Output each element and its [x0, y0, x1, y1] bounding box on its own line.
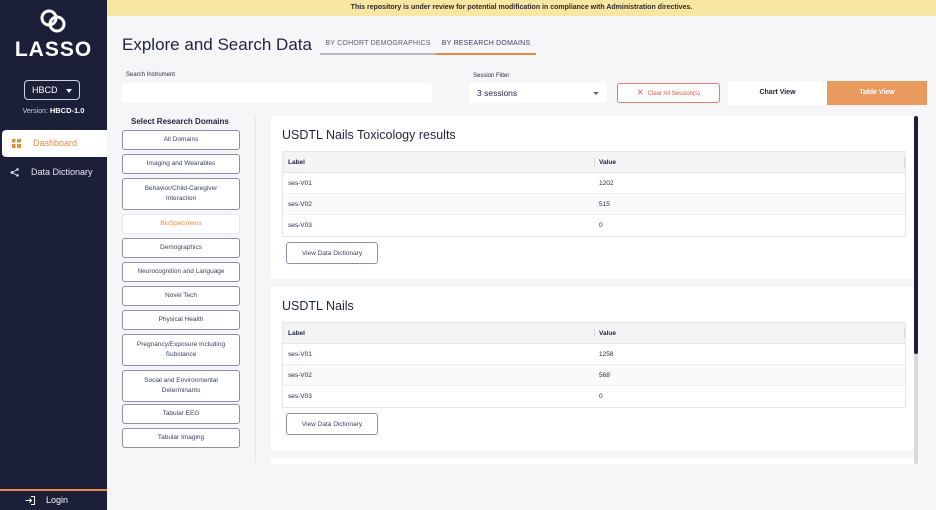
- domains-title: Select Research Domains: [131, 117, 229, 126]
- column-header-label[interactable]: Label: [288, 330, 305, 337]
- domain-biospecimens[interactable]: BioSpecimens: [122, 214, 240, 234]
- table-row: ses-V02 568: [283, 365, 905, 386]
- nav-label: Dashboard: [33, 138, 78, 148]
- domain-behavior-child-caregiver[interactable]: Behavior/Child-Caregiver Interaction: [122, 178, 240, 210]
- sidebar: LASSO HBCD Version: HBCD-1.0 Dashboard D…: [0, 0, 107, 510]
- domain-pregnancy-exposure[interactable]: Pregnancy/Exposure Including Substance: [122, 334, 240, 366]
- domain-tabular-eeg[interactable]: Tabular EEG: [122, 404, 240, 424]
- row-value: 0: [599, 222, 603, 229]
- study-select[interactable]: HBCD: [24, 80, 80, 100]
- row-label: ses-V02: [288, 372, 312, 379]
- row-label: ses-V01: [288, 180, 312, 187]
- view-data-dictionary-button[interactable]: View Data Dictionary: [286, 413, 378, 435]
- notice-banner: This repository is under review for pote…: [107, 0, 936, 16]
- table-row: ses-V01 1258: [283, 344, 905, 365]
- lasso-logo-icon: [40, 9, 66, 33]
- result-panel: USDTL Nails Label Value ses-V01 1258 ses…: [271, 287, 914, 450]
- version-label: Version:: [22, 108, 48, 115]
- column-header-value[interactable]: Value: [599, 159, 616, 166]
- results-scroll-area: USDTL Nails Toxicology results Label Val…: [271, 116, 920, 464]
- column-divider: [255, 116, 256, 462]
- domain-novel-tech[interactable]: Novel Tech: [122, 286, 240, 306]
- domain-all-domains[interactable]: All Domains: [122, 130, 240, 150]
- chart-view-button[interactable]: Chart View: [728, 81, 827, 105]
- domain-tabular-imaging[interactable]: Tabular Imaging: [122, 428, 240, 448]
- table-row: ses-V03 0: [283, 386, 905, 407]
- panel-title: USDTL Nails Toxicology results: [282, 128, 456, 142]
- domain-demographics[interactable]: Demographics: [122, 238, 240, 258]
- close-icon: ✕: [636, 88, 644, 97]
- version-value: HBCD-1.0: [49, 106, 85, 115]
- chevron-down-icon: [593, 92, 599, 95]
- tab-cohort-demographics[interactable]: BY COHORT DEMOGRAPHICS: [320, 33, 436, 55]
- panel-title: USDTL Nails: [282, 299, 354, 313]
- clear-sessions-button[interactable]: ✕ Clear All Session(s): [617, 83, 720, 103]
- column-divider: [594, 158, 595, 167]
- table-header: Label Value: [283, 152, 905, 173]
- session-filter-select[interactable]: 3 sessions: [469, 83, 607, 103]
- row-value: 1258: [599, 351, 614, 358]
- domain-neurocognition-and-language[interactable]: Neurocognition and Language: [122, 262, 240, 282]
- column-divider: [904, 158, 905, 167]
- table-row: ses-V02 515: [283, 194, 905, 215]
- results-table: Label Value ses-V01 1258 ses-V02 568 ses…: [282, 322, 906, 408]
- row-label: ses-V02: [288, 201, 312, 208]
- row-value: 568: [599, 372, 610, 379]
- nav-item-data-dictionary[interactable]: Data Dictionary: [0, 159, 107, 186]
- column-header-label[interactable]: Label: [288, 159, 305, 166]
- clear-sessions-label: Clear All Session(s): [647, 91, 701, 97]
- row-label: ses-V03: [288, 393, 312, 400]
- search-input[interactable]: [122, 83, 432, 103]
- row-label: ses-V01: [288, 351, 312, 358]
- session-filter-label: Session Filter: [473, 73, 510, 79]
- nav-label: Data Dictionary: [31, 167, 93, 177]
- result-panel: USDTL Nails Toxicology results Label Val…: [271, 116, 914, 279]
- search-label: Search Instrument: [126, 72, 176, 78]
- domain-social-environmental[interactable]: Social and Environmental Determinants: [122, 370, 240, 402]
- tab-research-domains[interactable]: BY RESEARCH DOMAINS: [436, 33, 536, 55]
- table-header: Label Value: [283, 323, 905, 344]
- login-button[interactable]: Login: [0, 489, 107, 510]
- table-row: ses-V03 0: [283, 215, 905, 236]
- dashboard-icon: [12, 139, 21, 148]
- login-label: Login: [46, 495, 69, 505]
- row-value: 0: [599, 393, 603, 400]
- column-divider: [594, 329, 595, 338]
- login-icon: [25, 496, 35, 505]
- domain-imaging-and-wearables[interactable]: Imaging and Wearables: [122, 154, 240, 174]
- nav-item-dashboard[interactable]: Dashboard: [2, 130, 107, 157]
- view-data-dictionary-button[interactable]: View Data Dictionary: [286, 242, 378, 264]
- row-value: 515: [599, 201, 610, 208]
- logo-text: LASSO: [14, 38, 93, 61]
- chevron-down-icon: [66, 89, 72, 93]
- column-divider: [904, 329, 905, 338]
- column-header-value[interactable]: Value: [599, 330, 616, 337]
- results-scrollbar-thumb[interactable]: [914, 116, 918, 354]
- study-select-value: HBCD: [32, 85, 58, 95]
- result-panel-partial: [271, 458, 914, 464]
- network-icon: [10, 168, 19, 177]
- table-row: ses-V01 1202: [283, 173, 905, 194]
- domain-physical-health[interactable]: Physical Health: [122, 310, 240, 330]
- session-filter-value: 3 sessions: [477, 88, 518, 98]
- table-view-button[interactable]: Table View: [827, 81, 927, 105]
- row-label: ses-V03: [288, 222, 312, 229]
- version-info: Version: HBCD-1.0: [0, 106, 107, 115]
- row-value: 1202: [599, 180, 614, 187]
- page-title: Explore and Search Data: [122, 35, 312, 54]
- results-table: Label Value ses-V01 1202 ses-V02 515 ses…: [282, 151, 906, 237]
